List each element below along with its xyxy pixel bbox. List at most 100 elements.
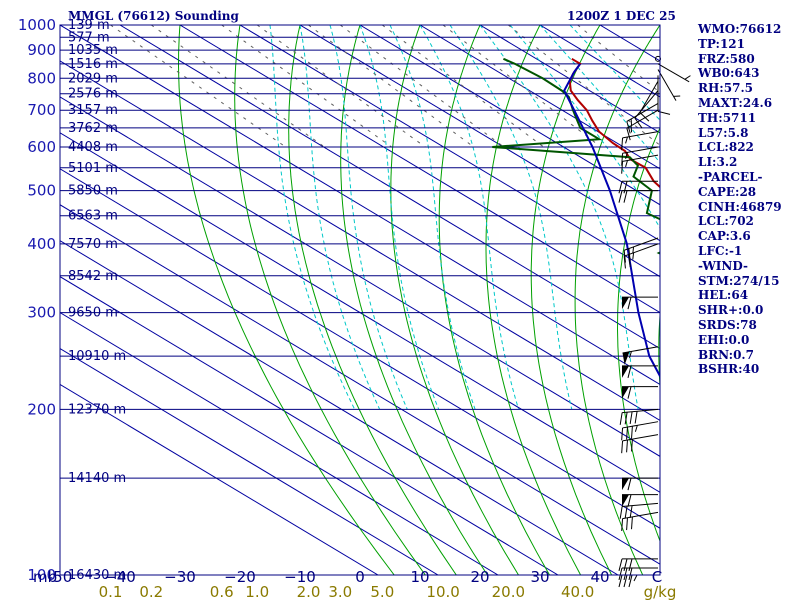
barb-feather [625,152,628,159]
barb-shaft [622,146,659,154]
barb-feather [624,412,628,425]
barb-feather [618,181,623,194]
barb-feather [629,351,632,359]
barb-feather [629,505,633,518]
barb-feather [627,386,632,399]
wind-barb [622,346,659,365]
barb-feather [623,256,626,269]
barb-feather [618,558,623,571]
height-label: 3762 m [68,121,118,136]
height-label: 5101 m [68,161,118,176]
sounding-index: SRDS:78 [698,317,757,332]
isotherm-line [60,96,660,457]
wind-barb [618,190,658,203]
barb-feather [618,567,623,581]
wind-barb [623,237,659,263]
mixing-ratio-line [507,25,660,146]
barb-feather [623,567,628,581]
profile-series [492,57,660,379]
sounding-index: WMO:76612 [698,22,782,36]
mixing-ratio-label: 40.0 [561,583,594,600]
barb-shaft [626,103,659,122]
height-label: 7570 m [68,237,118,252]
mixing-ratio-line [308,25,475,148]
sounding-index: CAPE:28 [698,184,757,199]
mixing-ratio-label: 0.2 [139,583,163,600]
barb-feather [631,516,633,530]
temperature-tick-label: −10 [284,568,316,586]
temperature-profile [568,57,660,189]
barb-feather [628,248,631,261]
height-label: 4408 m [68,140,118,155]
wind-barb [618,567,658,581]
sounding-index: RH:57.5 [698,81,753,96]
isotherm-line [299,25,660,242]
isotherm-line [239,25,660,278]
barb-feather [628,567,633,581]
barb-pennant [622,494,629,507]
barb-feather [623,250,626,263]
pressure-tick-label: 500 [27,182,56,200]
sounding-index: CAP:3.6 [698,229,751,244]
barb-shaft [622,434,659,442]
height-label: 9650 m [68,306,118,321]
barb-shaft [622,408,659,414]
sounding-index: STM:274/15 [698,273,780,288]
isotherm-line [359,25,660,206]
isotherm-line [60,383,379,575]
barb-feather [626,128,631,141]
mixing-ratio-line [382,25,544,148]
pressure-tick-label: 200 [27,400,56,418]
sounding-index: FRZ:580 [698,51,755,66]
barb-feather [621,440,624,454]
moist-adiabat-line [359,25,440,410]
pressure-tick-label: 800 [27,69,56,87]
isotherm-line [60,25,660,386]
barb-feather [639,112,650,122]
pressure-tick-label: 700 [27,101,56,119]
sounding-index: SHR+:0.0 [698,303,764,318]
mixing-ratio-label: 5.0 [370,583,394,600]
mixing-ratio-unit: g/kg [644,583,677,600]
height-label: 16430 m [68,568,126,583]
isotherm-line [60,240,619,575]
barb-pennant [622,386,629,399]
height-label: 2029 m [68,71,118,86]
sounding-index: LI:3.2 [698,155,738,170]
wind-barbs [618,55,691,588]
temperature-tick-label: 40 [590,568,609,586]
wind-barb [622,494,658,507]
isotherm-line [419,25,660,170]
barb-shaft [639,81,659,113]
barb-feather [634,411,638,424]
isotherm-line [179,25,660,314]
barb-pennant [622,478,629,491]
barb-shaft [622,154,659,162]
mixing-ratio-label: 0.1 [99,583,123,600]
sounding-index: TH:5711 [698,110,757,125]
mixing-ratio-label: 1.0 [245,583,269,600]
pressure-tick-label: 900 [27,41,56,59]
barb-shaft [622,511,659,520]
mixing-ratio-line [110,25,287,148]
barb-pennant [622,365,629,378]
sounding-index: L57:5.8 [698,125,749,140]
barb-feather [634,425,638,432]
barb-feather [628,558,633,571]
sounding-index: LCL:822 [698,140,754,155]
barb-feather [624,505,628,519]
sounding-index: HEL:64 [698,288,749,303]
barb-feather [627,478,632,491]
wind-barb [618,558,658,571]
barb-feather [623,181,628,194]
height-label: 2576 m [68,87,118,102]
isotherm-line [60,132,660,493]
barb-feather [623,190,628,203]
isotherm-line [60,276,559,575]
barb-shaft [622,131,659,139]
barb-feather [684,75,691,80]
temperature-axis-unit: C [652,568,662,586]
isotherm-line [60,347,439,575]
temperature-tick-label: 10 [410,568,429,586]
